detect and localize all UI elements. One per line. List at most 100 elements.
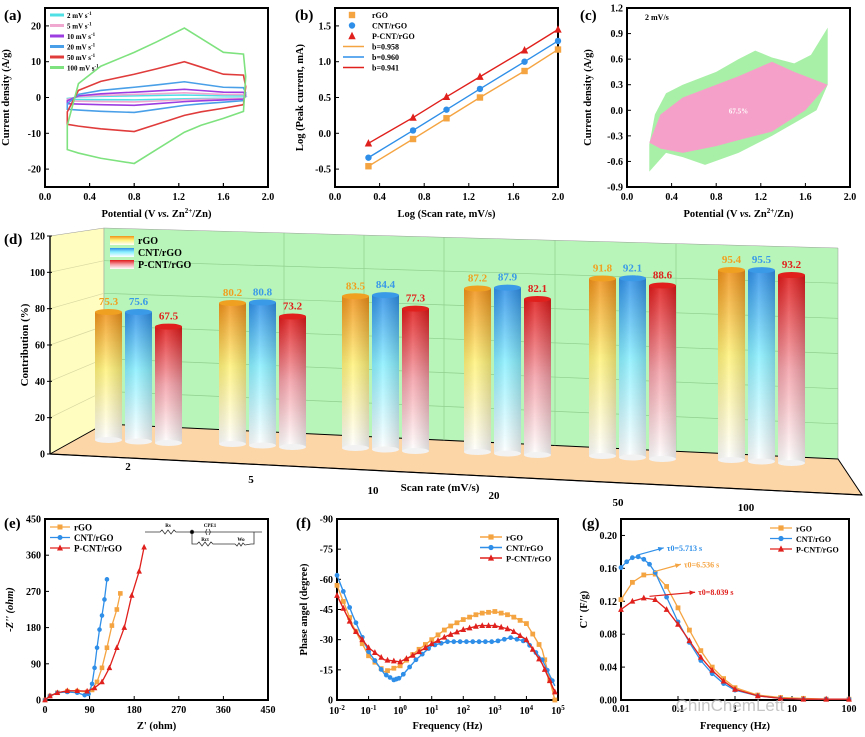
panel-label-f: (f) [296, 516, 311, 532]
bar-shading [494, 287, 521, 454]
marker-circle [387, 675, 393, 680]
marker-square [359, 641, 365, 647]
marker-square [397, 663, 403, 669]
marker-circle [104, 577, 110, 582]
x-axis-label-italic: vs. [158, 209, 169, 220]
marker-square [365, 163, 372, 170]
marker-triangle [777, 694, 784, 701]
marker-triangle [64, 687, 71, 694]
marker-square [460, 617, 466, 622]
plot-frame [44, 518, 269, 701]
y-tick-label: 1.0 [319, 57, 332, 68]
x-tick-label: 2.0 [844, 192, 857, 203]
x-axis-label: Scan rate (mV/s) [401, 482, 480, 494]
bar-cntrgo [619, 275, 646, 461]
marker-square [479, 610, 485, 616]
marker-triangle [629, 597, 636, 604]
bar-top [524, 296, 551, 303]
marker-circle [520, 638, 526, 644]
x-tick-label: 0.0 [621, 192, 634, 203]
x-tick-label: 1 [733, 704, 738, 715]
marker-square [641, 572, 647, 578]
marker-triangle [618, 606, 624, 612]
fit-line [368, 48, 559, 167]
data-label: 95.4 [722, 254, 742, 266]
marker-square [498, 610, 504, 616]
x-tick-exponent: 3 [498, 704, 502, 712]
marker-triangle [697, 653, 704, 660]
y-tick-label: 100 [30, 268, 45, 279]
legend-label: rGO [372, 11, 388, 20]
bar-cntrgo [249, 299, 276, 449]
tau-annotation: τ0=8.039 s [698, 588, 733, 597]
x-tick-label: 100 [393, 704, 407, 717]
bar-rgo [464, 285, 491, 455]
x-axis-label-sup: 2+ [767, 207, 775, 215]
x-tick-label: 104 [520, 704, 534, 717]
circuit-node [189, 529, 195, 535]
marker-circle [409, 127, 417, 134]
x-axis-label-italic: vs. [740, 209, 751, 220]
bar-top [748, 267, 775, 274]
x-tick-label: 2 [125, 461, 131, 473]
x-tick-label: 100 [738, 502, 755, 514]
marker-triangle [460, 626, 467, 633]
marker-circle [624, 559, 630, 565]
marker-square [524, 621, 529, 626]
marker-square [492, 609, 498, 614]
marker-triangle [754, 692, 761, 699]
bar-pcntrgo [524, 296, 551, 458]
x-tick-label: 0.01 [612, 704, 630, 715]
marker-triangle [800, 695, 807, 702]
x-tick-exponent: 4 [530, 704, 534, 712]
marker-triangle [652, 596, 659, 603]
marker-triangle [551, 688, 558, 695]
y-tick-label: 0.5 [319, 93, 332, 104]
bar-top [95, 308, 122, 315]
marker-triangle [476, 72, 484, 80]
marker-square [630, 579, 635, 585]
marker-triangle [466, 624, 473, 631]
data-label: 83.5 [346, 280, 366, 292]
bar-pcntrgo [402, 305, 429, 454]
legend-marker [57, 524, 63, 530]
x-tick-label: 1.6 [507, 192, 520, 203]
x-tick-label: 2.0 [262, 192, 275, 203]
marker-circle [92, 665, 97, 671]
circuit-label-rs: Rs [165, 524, 171, 529]
x-axis-label: Potential (V vs. Zn2+/Zn) [684, 207, 794, 220]
marker-triangle [709, 666, 716, 673]
marker-triangle [403, 655, 410, 661]
panel-label-a: (a) [4, 8, 22, 24]
annotation-arrowhead [689, 590, 696, 596]
marker-square [441, 627, 447, 633]
bar-shading [464, 288, 491, 452]
marker-triangle [74, 687, 81, 694]
marker-circle [476, 639, 482, 645]
capacitive-area [649, 61, 828, 153]
y-tick-label: 270 [26, 587, 41, 598]
x-tick-exponent: 2 [467, 704, 471, 712]
marker-triangle [541, 666, 548, 672]
x-tick-label: 0.0 [39, 192, 52, 203]
x-axis-label: Frequency (Hz) [412, 721, 483, 732]
data-label: 75.6 [129, 296, 149, 308]
bar-rgo [589, 275, 616, 459]
marker-square [542, 657, 548, 663]
bar-base [125, 438, 152, 445]
y-tick-label: 40 [35, 377, 45, 388]
legend-label: rGO [506, 533, 523, 543]
y-axis-label: Current density (A/g) [1, 49, 12, 146]
x-axis-label: Log (Scan rate, mV/s) [398, 209, 496, 220]
bar-shading [95, 311, 122, 440]
marker-triangle [54, 689, 61, 696]
marker-square [530, 631, 536, 637]
circuit-wires [145, 528, 262, 547]
marker-square [486, 609, 491, 615]
bar-top [249, 299, 276, 306]
marker-triangle [340, 604, 347, 611]
marker-triangle [536, 655, 542, 662]
bar-shading [372, 295, 399, 450]
fit-line [368, 40, 559, 159]
marker-circle [464, 639, 469, 645]
